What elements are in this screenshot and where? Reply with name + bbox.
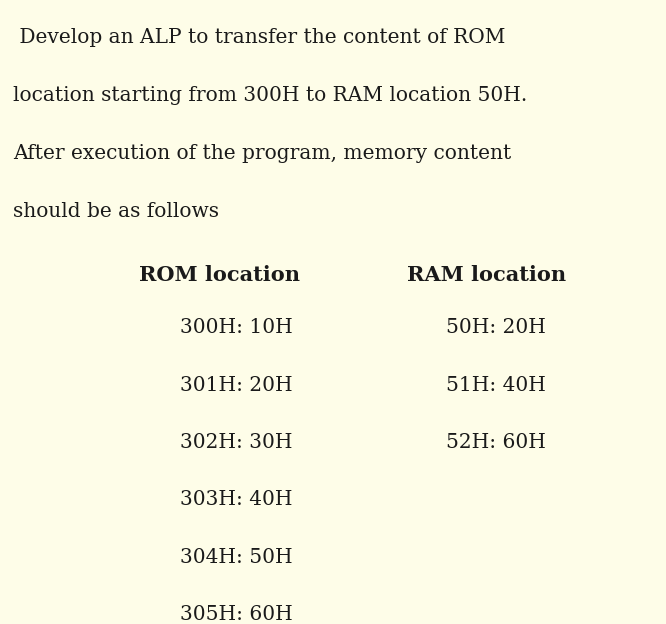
Text: 302H: 30H: 302H: 30H [180, 433, 292, 452]
Text: 304H: 50H: 304H: 50H [180, 548, 292, 567]
Text: ROM location: ROM location [139, 265, 300, 285]
Text: 52H: 60H: 52H: 60H [446, 433, 546, 452]
Text: Develop an ALP to transfer the content of ROM: Develop an ALP to transfer the content o… [13, 28, 505, 47]
Text: 51H: 40H: 51H: 40H [446, 376, 546, 394]
Text: 300H: 10H: 300H: 10H [180, 318, 292, 337]
Text: RAM location: RAM location [407, 265, 565, 285]
Text: After execution of the program, memory content: After execution of the program, memory c… [13, 144, 511, 163]
Text: 301H: 20H: 301H: 20H [180, 376, 292, 394]
Text: 50H: 20H: 50H: 20H [446, 318, 546, 337]
Text: 303H: 40H: 303H: 40H [180, 490, 292, 509]
Text: should be as follows: should be as follows [13, 202, 219, 221]
Text: 305H: 60H: 305H: 60H [180, 605, 292, 624]
Text: location starting from 300H to RAM location 50H.: location starting from 300H to RAM locat… [13, 86, 527, 105]
